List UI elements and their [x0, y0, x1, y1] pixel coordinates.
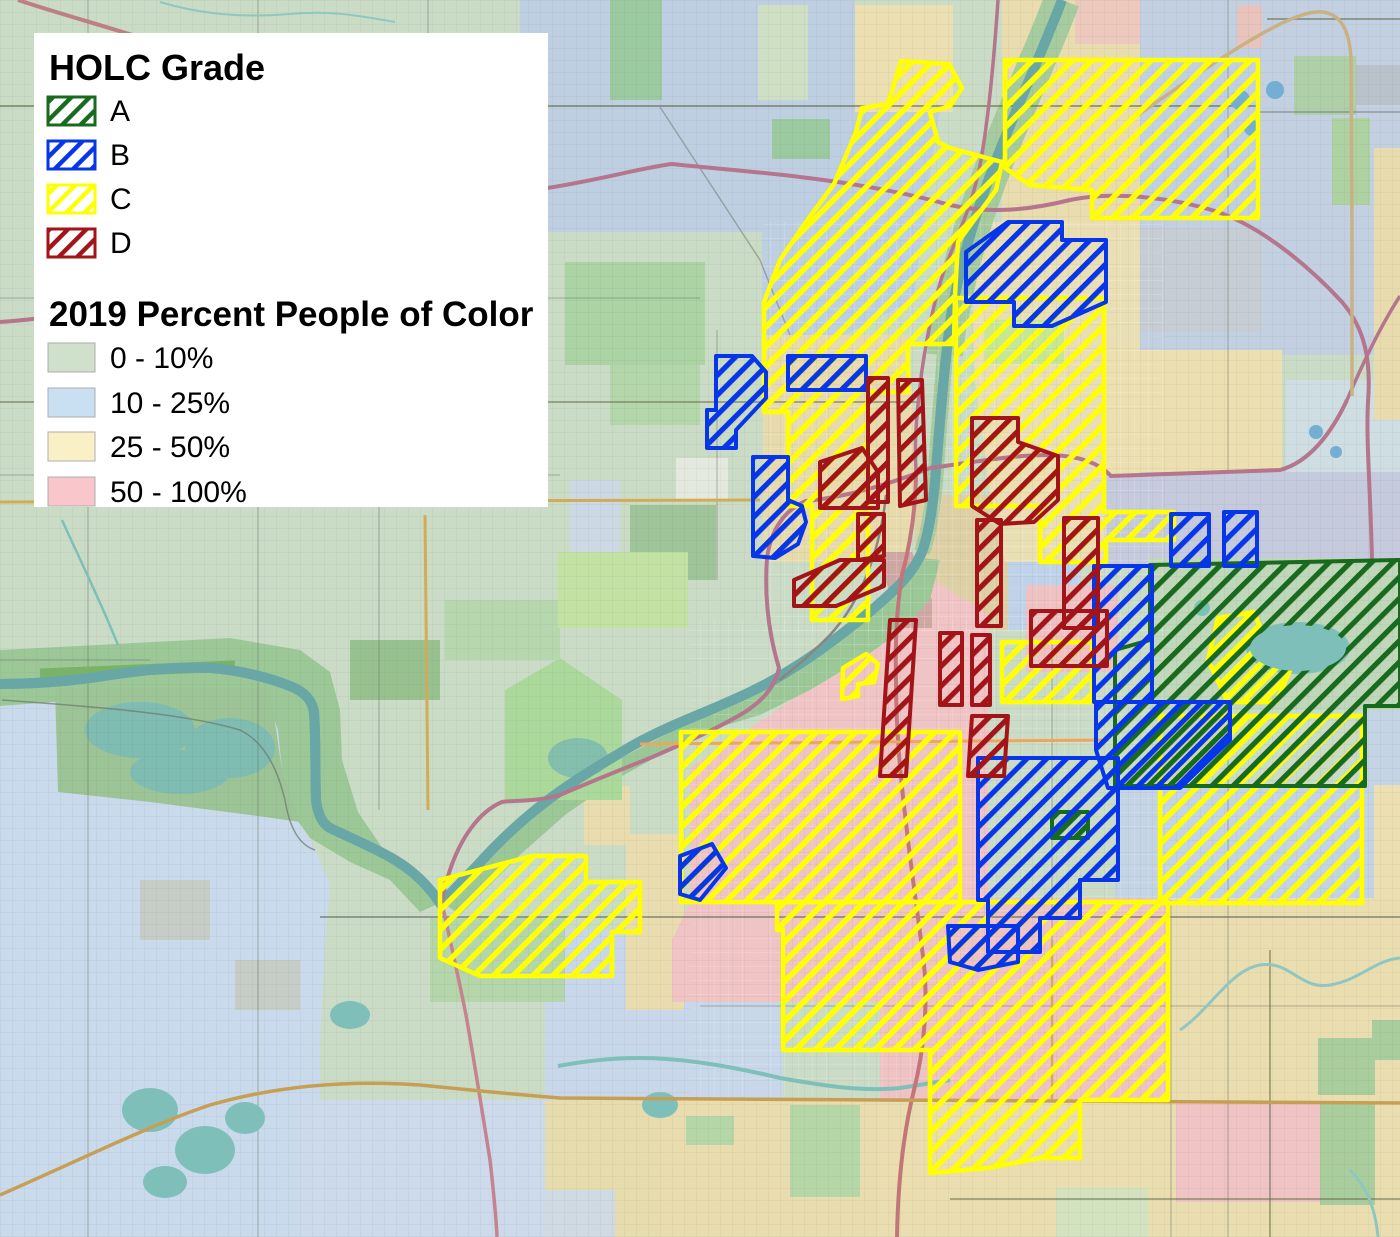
svg-text:25 - 50%: 25 - 50%: [110, 431, 230, 464]
svg-text:B: B: [110, 139, 130, 172]
svg-text:C: C: [110, 183, 132, 216]
svg-text:0 - 10%: 0 - 10%: [110, 342, 213, 375]
svg-text:10 - 25%: 10 - 25%: [110, 387, 230, 420]
svg-text:HOLC Grade: HOLC Grade: [49, 47, 265, 88]
svg-text:2019 Percent People of Color: 2019 Percent People of Color: [49, 295, 534, 334]
svg-text:D: D: [110, 227, 132, 260]
svg-text:A: A: [110, 95, 130, 128]
svg-text:50 - 100%: 50 - 100%: [110, 476, 247, 509]
